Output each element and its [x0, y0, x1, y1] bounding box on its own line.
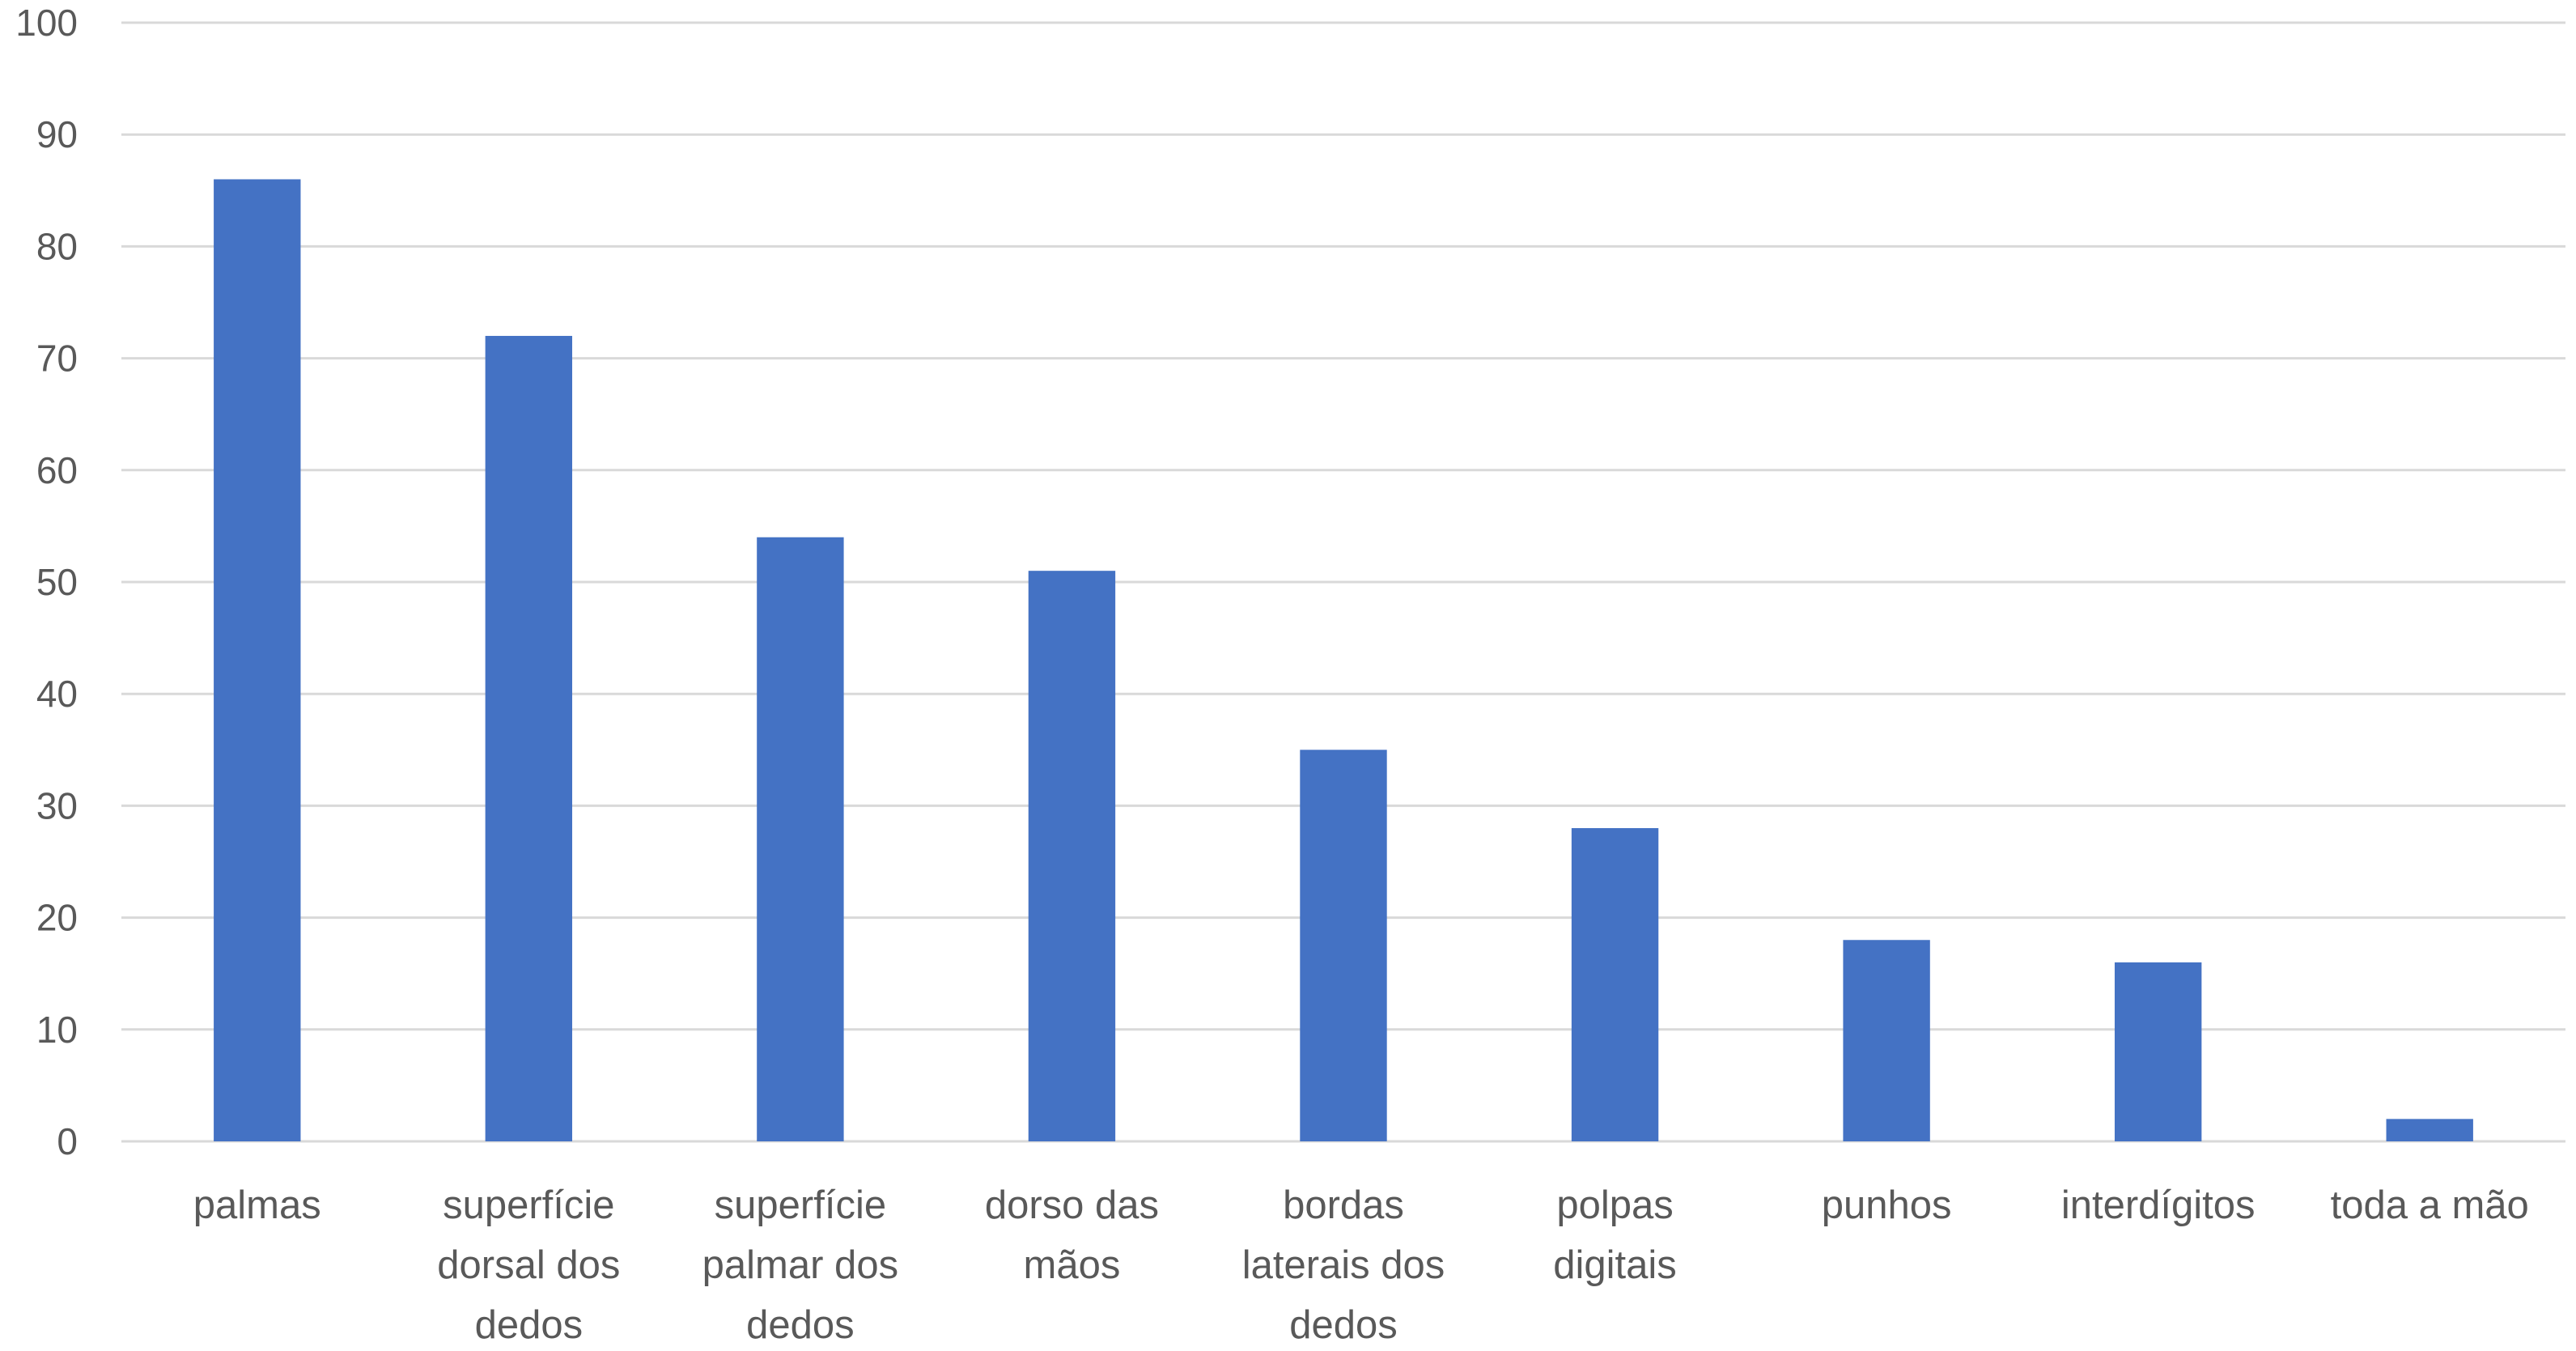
- x-axis-category-labels: palmas superfície dorsal dos dedossuperfíci…: [193, 1183, 2529, 1347]
- y-tick-label: 20: [36, 897, 78, 939]
- bars: [214, 179, 2473, 1142]
- y-tick-label: 60: [36, 449, 78, 491]
- x-category-label-line: laterais dos: [1242, 1243, 1445, 1287]
- x-category-label: palmas: [193, 1183, 321, 1227]
- bar-8: [2114, 962, 2202, 1141]
- x-category-label: interdígitos: [2061, 1183, 2256, 1227]
- x-category-label-line: digitais: [1553, 1243, 1677, 1287]
- y-tick-label: 70: [36, 338, 78, 380]
- y-tick-label: 50: [36, 561, 78, 603]
- x-category-label-line: dedos: [1289, 1303, 1398, 1347]
- bar-6: [1571, 828, 1659, 1141]
- x-category-label-line: toda a mão: [2331, 1183, 2529, 1227]
- y-tick-label: 100: [15, 2, 78, 44]
- y-tick-label: 40: [36, 673, 78, 715]
- x-category-label-line: superfície: [443, 1183, 614, 1227]
- bar-9: [2386, 1119, 2473, 1141]
- x-category-label: superfície palmar dos dedos: [702, 1183, 898, 1347]
- x-category-label: polpas digitais: [1553, 1183, 1677, 1287]
- x-category-label: dorso das mãos: [985, 1183, 1159, 1287]
- x-category-label: punhos: [1822, 1183, 1952, 1227]
- y-axis-tick-labels: 0 10 20 30 40 50 60 70 80 90 100: [15, 2, 78, 1162]
- y-tick-label: 80: [36, 225, 78, 267]
- x-category-label: bordas laterais dos dedos: [1242, 1183, 1445, 1347]
- y-tick-label: 30: [36, 784, 78, 826]
- x-category-label-line: dedos: [475, 1303, 584, 1347]
- bar-7: [1843, 940, 1930, 1141]
- x-category-label-line: punhos: [1822, 1183, 1952, 1227]
- x-category-label-line: palmas: [193, 1183, 321, 1227]
- bar-3: [757, 537, 844, 1141]
- x-category-label-line: interdígitos: [2061, 1183, 2256, 1227]
- x-category-label-line: mãos: [1024, 1243, 1121, 1287]
- x-category-label-line: bordas: [1283, 1183, 1404, 1227]
- bar-5: [1300, 750, 1387, 1141]
- bar-2: [485, 335, 573, 1142]
- x-category-label: toda a mão: [2331, 1183, 2529, 1227]
- x-category-label-line: dorsal dos: [437, 1243, 620, 1287]
- x-category-label-line: dorso das: [985, 1183, 1159, 1227]
- y-tick-label: 90: [36, 113, 78, 155]
- x-category-label: superfície dorsal dos dedos: [437, 1183, 620, 1347]
- x-category-label-line: polpas: [1556, 1183, 1673, 1227]
- y-tick-label: 0: [57, 1120, 78, 1162]
- bar-4: [1028, 571, 1116, 1141]
- x-category-label-line: dedos: [746, 1303, 855, 1347]
- x-category-label-line: palmar dos: [702, 1243, 898, 1287]
- bar-1: [214, 179, 301, 1142]
- x-category-label-line: superfície: [715, 1183, 886, 1227]
- y-tick-label: 10: [36, 1009, 78, 1051]
